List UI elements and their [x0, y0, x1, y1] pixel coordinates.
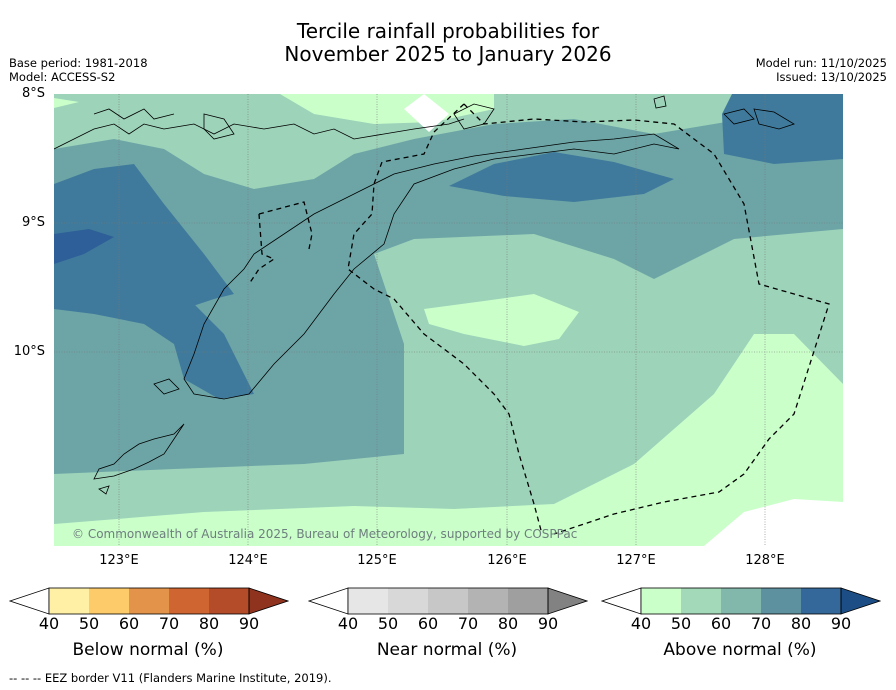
prob-blob-70-80-southwest	[54, 304, 254, 399]
above-normal-swatch	[801, 588, 841, 614]
near-normal-swatch	[388, 588, 428, 614]
below-normal-tick-label: 80	[198, 614, 220, 633]
near-normal-tick-label: 70	[457, 614, 479, 633]
above-normal-tick-label: 50	[670, 614, 692, 633]
lat-label-8s: 8°S	[21, 86, 45, 101]
no-data-patch-southeast	[704, 499, 843, 546]
above-normal-swatch	[721, 588, 761, 614]
eez-east	[463, 103, 830, 535]
island-north-2	[203, 113, 235, 140]
below-normal-tick-label: 50	[78, 614, 100, 633]
map-title: Tercile rainfall probabilities for Novem…	[0, 20, 896, 66]
model-run: Model run: 11/10/2025	[755, 56, 887, 70]
lon-label-128e: 128°E	[745, 553, 785, 568]
above-normal-tick-label: 90	[830, 614, 852, 633]
eez-legend-note: -- -- -- EEZ border V11 (Flanders Marine…	[9, 671, 332, 685]
prob-patch-west	[54, 98, 79, 108]
above-normal-arrow-high	[840, 587, 881, 615]
above-normal-tick-label: 60	[710, 614, 732, 633]
below-normal-tick-label: 40	[38, 614, 60, 633]
graticule	[54, 94, 843, 546]
above-normal-tick-label: 80	[790, 614, 812, 633]
below-normal-swatch	[169, 588, 209, 614]
near-normal-swatch	[468, 588, 508, 614]
lon-label-123e: 123°E	[99, 553, 139, 568]
lon-label-124e: 124°E	[228, 553, 268, 568]
no-data-patch	[404, 94, 449, 132]
eez-border	[248, 103, 830, 535]
title-line-2: November 2025 to January 2026	[284, 42, 612, 66]
run-info: Model run: 11/10/2025 Issued: 13/10/2025	[756, 56, 887, 84]
below-normal-tick-label: 90	[238, 614, 260, 633]
near-normal-label: Near normal (%)	[376, 640, 518, 660]
below-normal-arrow-low	[9, 587, 50, 615]
above-normal-tick-label: 70	[750, 614, 772, 633]
prob-blob-70-80-west	[54, 164, 234, 312]
near-normal-arrow-low	[308, 587, 349, 615]
above-normal-swatch	[641, 588, 681, 614]
title-line-1: Tercile rainfall probabilities for	[296, 19, 600, 43]
below-normal-tick-label: 60	[118, 614, 140, 633]
below-normal-swatch	[89, 588, 129, 614]
prob-band-50-60-north	[54, 94, 843, 189]
eez-west	[347, 103, 543, 535]
above-normal-frame	[640, 587, 842, 615]
below-normal-swatch	[49, 588, 89, 614]
islet-1	[153, 378, 180, 395]
flores-coast	[54, 118, 465, 150]
above-normal-tick-label: 40	[630, 614, 652, 633]
above-normal-arrow-low	[601, 587, 642, 615]
above-normal-swatch	[761, 588, 801, 614]
near-normal-tick-label: 90	[537, 614, 559, 633]
near-normal-tick-label: 60	[417, 614, 439, 633]
above-normal-swatch	[681, 588, 721, 614]
near-normal-swatch	[508, 588, 548, 614]
prob-blob-70-80-central	[449, 152, 674, 202]
island-north-3	[453, 103, 495, 130]
above-normal-label: Above normal (%)	[663, 640, 817, 660]
near-normal-swatch	[428, 588, 468, 614]
near-normal-frame	[347, 587, 549, 615]
prob-blob-80-90-west	[54, 229, 114, 264]
model-info: Base period: 1981-2018 Model: ACCESS-S2	[9, 56, 148, 84]
island-north-1	[93, 108, 175, 120]
rote-island	[93, 423, 185, 480]
below-normal-swatch	[129, 588, 169, 614]
lon-label-127e: 127°E	[616, 553, 656, 568]
lon-label-125e: 125°E	[357, 553, 397, 568]
prob-blob-70-80-east	[722, 94, 843, 164]
below-normal-swatch	[209, 588, 249, 614]
island-north-5	[723, 108, 755, 125]
below-normal-label: Below normal (%)	[72, 640, 224, 660]
below-normal-arrow-high	[248, 587, 289, 615]
base-period: Base period: 1981-2018	[9, 56, 148, 70]
near-normal-tick-label: 50	[377, 614, 399, 633]
above-normal-colorbar	[601, 587, 881, 615]
near-normal-swatch	[348, 588, 388, 614]
lat-label-9s: 9°S	[21, 215, 45, 230]
near-normal-tick-label: 40	[337, 614, 359, 633]
near-normal-arrow-high	[547, 587, 588, 615]
below-normal-colorbar	[9, 587, 289, 615]
below-normal-tick-label: 70	[158, 614, 180, 633]
model-name: Model: ACCESS-S2	[9, 70, 116, 84]
probability-map: © Commonwealth of Australia 2025, Bureau…	[54, 94, 843, 546]
island-north-6	[753, 108, 795, 130]
near-normal-colorbar	[308, 587, 588, 615]
issued-date: Issued: 13/10/2025	[776, 70, 887, 84]
eez-oecusse-2	[258, 201, 313, 250]
island-north-4	[653, 95, 667, 109]
copyright-text: © Commonwealth of Australia 2025, Bureau…	[72, 527, 577, 541]
near-normal-tick-label: 80	[497, 614, 519, 633]
islet-2	[98, 485, 110, 495]
lon-label-126e: 126°E	[487, 553, 527, 568]
below-normal-frame	[48, 587, 250, 615]
lat-label-10s: 10°S	[13, 344, 45, 359]
prob-band-40-50-south	[54, 334, 843, 546]
coastlines	[54, 95, 795, 495]
prob-patch-40-50	[424, 294, 579, 346]
timor-coast	[183, 133, 680, 400]
